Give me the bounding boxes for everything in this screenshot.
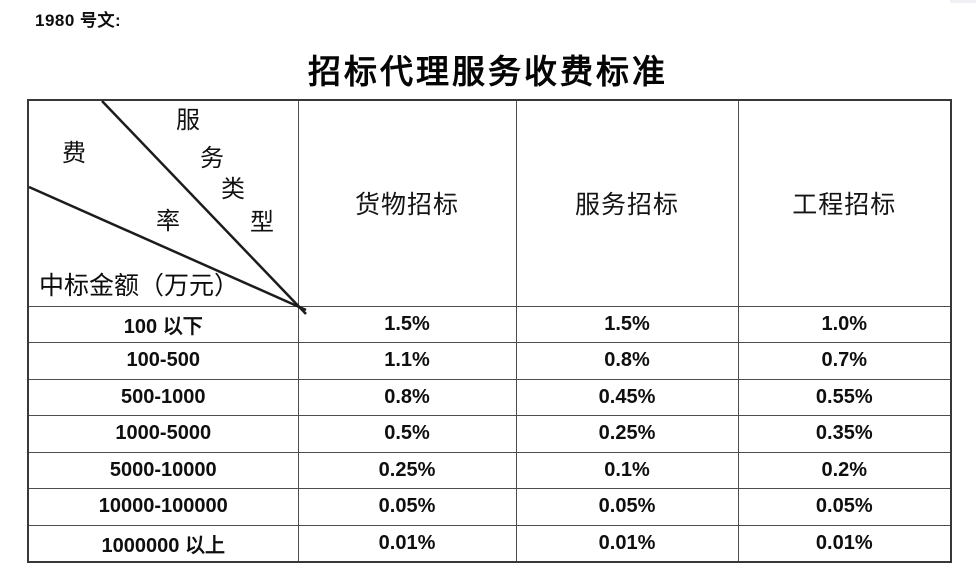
rate-cell: 0.01%: [297, 524, 517, 563]
rate-cell: 1.5%: [515, 305, 739, 343]
rate-cell: 0.8%: [515, 342, 739, 380]
range-cell: 1000000 以上: [27, 524, 299, 563]
range-cell: 100 以下: [27, 305, 299, 343]
page-title: 招标代理服务收费标准: [308, 55, 668, 91]
rate-cell: 0.7%: [737, 342, 952, 380]
rate-cell: 0.01%: [515, 524, 739, 563]
rate-cell: 0.05%: [737, 488, 952, 526]
rate-cell: 0.45%: [515, 378, 739, 416]
table-row: 1000000 以上 0.01% 0.01% 0.01%: [27, 524, 952, 563]
col-header-works: 工程招标: [737, 99, 952, 307]
table-row: 100 以下 1.5% 1.5% 1.0%: [27, 305, 952, 343]
col-header-goods: 货物招标: [297, 99, 517, 307]
corner-amount-label: 中标金额（万元）: [39, 273, 240, 300]
table-row: 10000-100000 0.05% 0.05% 0.05%: [27, 488, 952, 526]
rate-cell: 0.1%: [515, 451, 739, 489]
corner-cell: 服 费 务 类 率 型 中标金额（万元）: [27, 99, 307, 315]
corner-type-char: 型: [250, 210, 274, 236]
header-row: 服 费 务 类 率 型 中标金额（万元） 货物招标 服务招标 工程招标: [27, 99, 952, 315]
range-cell: 5000-10000: [27, 451, 299, 489]
rate-cell: 1.1%: [297, 342, 517, 380]
doc-ref: 1980 号文:: [35, 11, 122, 30]
rate-cell: 0.25%: [297, 451, 517, 489]
rate-cell: 1.0%: [737, 305, 952, 343]
corner-fee-char: 率: [156, 209, 180, 235]
col-header-services: 服务招标: [515, 99, 739, 307]
diagonal-divider-lines: [28, 100, 307, 315]
table-row: 1000-5000 0.5% 0.25% 0.35%: [27, 415, 952, 453]
rate-cell: 0.05%: [515, 488, 739, 526]
rate-cell: 1.5%: [297, 305, 517, 343]
corner-type-char: 类: [221, 177, 245, 203]
range-cell: 1000-5000: [27, 415, 299, 453]
rate-cell: 0.8%: [297, 378, 517, 416]
rate-cell: 0.25%: [515, 415, 739, 453]
corner-type-char: 务: [200, 146, 224, 172]
rate-cell: 0.35%: [737, 415, 952, 453]
table-row: 100-500 1.1% 0.8% 0.7%: [27, 342, 952, 380]
corner-type-char: 服: [176, 108, 200, 134]
corner-fee-char: 费: [62, 141, 86, 167]
table-row: 500-1000 0.8% 0.45% 0.55%: [27, 378, 952, 416]
rate-cell: 0.5%: [297, 415, 517, 453]
range-cell: 500-1000: [27, 378, 299, 416]
fee-table: 服 费 务 类 率 型 中标金额（万元） 货物招标 服务招标 工程招标 100 …: [27, 99, 952, 563]
table-row: 5000-10000 0.25% 0.1% 0.2%: [27, 451, 952, 489]
screen-edge-artifact: [950, 0, 976, 3]
rate-cell: 0.2%: [737, 451, 952, 489]
range-cell: 100-500: [27, 342, 299, 380]
rate-cell: 0.05%: [297, 488, 517, 526]
rate-cell: 0.01%: [737, 524, 952, 563]
range-cell: 10000-100000: [27, 488, 299, 526]
rate-cell: 0.55%: [737, 378, 952, 416]
